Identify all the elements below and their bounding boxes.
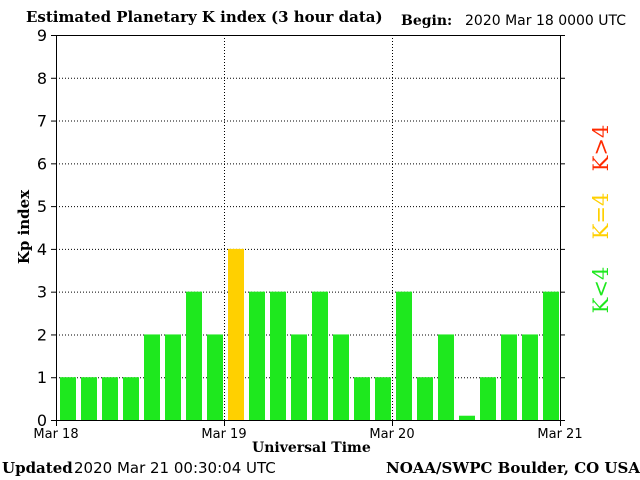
bar [480,377,496,420]
bar [312,291,328,420]
bar [522,334,538,420]
x-tick-label: Mar 18 [33,427,78,442]
y-tick-label: 2 [37,325,47,344]
y-tick-label: 0 [37,411,47,430]
x-tick-label: Mar 21 [537,427,582,442]
bar [543,291,559,420]
x-tick-label: Mar 20 [369,427,414,442]
y-tick-label: 1 [37,368,47,387]
begin-label: Begin: [401,13,453,29]
bar [291,334,307,420]
bar [459,415,475,420]
legend-k-equal-4: K=4 [589,192,613,240]
bar [186,291,202,420]
bar [501,334,517,420]
y-tick-label: 9 [37,26,47,45]
credit-text: NOAA/SWPC Boulder, CO USA [385,459,640,477]
updated-value: 2020 Mar 21 00:30:04 UTC [74,459,276,477]
bar [375,377,391,420]
x-tick-label: Mar 19 [201,427,246,442]
bar [417,377,433,420]
bar [354,377,370,420]
bar [81,377,97,420]
updated-label: Updated [2,459,73,477]
bar [102,377,118,420]
y-tick-label: 4 [37,240,47,259]
bar [165,334,181,420]
bar [396,291,412,420]
bar [270,291,286,420]
legend-k-greater-4: K>4 [589,124,613,172]
bar [249,291,265,420]
y-tick-label: 5 [37,197,47,216]
y-tick-label: 6 [37,154,47,173]
plot-frame [56,35,561,421]
chart-title: Estimated Planetary K index (3 hour data… [26,8,383,26]
begin-value: 2020 Mar 18 0000 UTC [465,13,627,29]
y-tick-label: 7 [37,112,47,131]
bar [60,377,76,420]
x-axis-label: Universal Time [252,440,371,456]
y-tick-label: 8 [37,69,47,88]
bar [207,334,223,420]
y-tick-label: 3 [37,283,47,302]
y-axis-label: Kp index [15,189,33,265]
legend-k-less-4: K<4 [589,266,613,314]
bar [144,334,160,420]
bar [438,334,454,420]
bar [123,377,139,420]
bar [333,334,349,420]
bar [228,248,244,420]
